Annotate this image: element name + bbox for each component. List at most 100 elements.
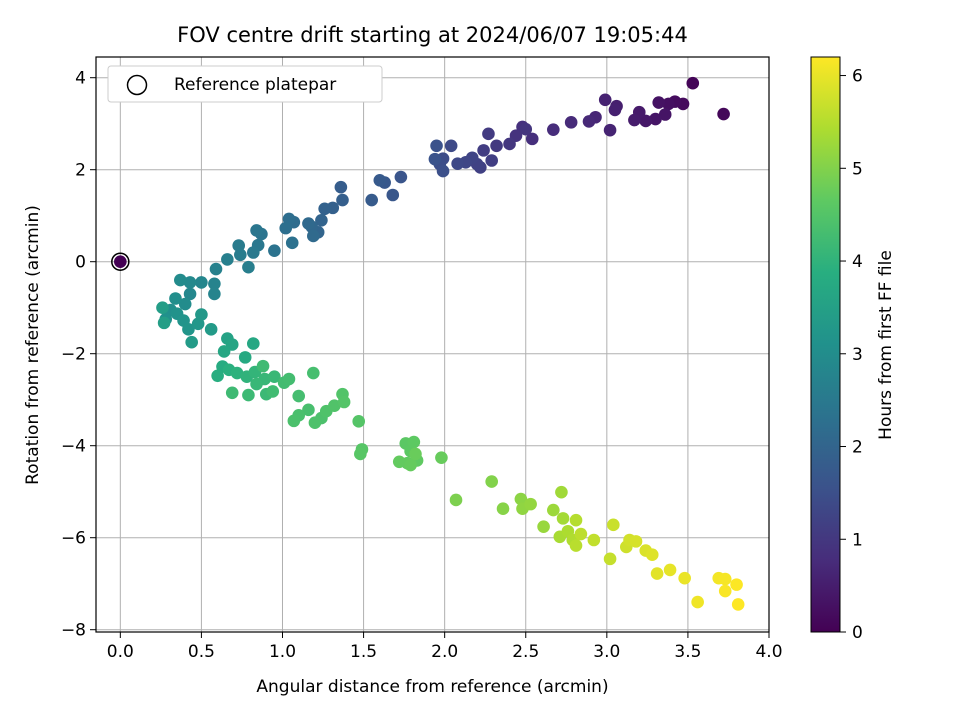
data-point xyxy=(386,188,400,202)
data-point xyxy=(195,308,208,321)
data-point xyxy=(328,399,341,412)
y-axis-ticks: −8 −6 −4 −2 0 2 4 xyxy=(61,69,96,641)
data-point xyxy=(435,451,448,464)
x-axis-label: Angular distance from reference (arcmin) xyxy=(256,677,608,697)
data-point xyxy=(503,137,516,151)
y-tick-label: −4 xyxy=(61,437,86,457)
data-point xyxy=(598,93,612,107)
data-point xyxy=(174,273,187,287)
data-point xyxy=(247,337,260,350)
data-point xyxy=(496,502,510,516)
legend: Reference platepar xyxy=(107,65,383,103)
data-point xyxy=(650,567,664,580)
legend-marker-icon xyxy=(126,74,148,96)
data-point xyxy=(556,512,570,525)
colorbar: 0 1 2 3 4 5 6 Hours from first FF file xyxy=(810,56,896,643)
x-tick-label: 2.0 xyxy=(431,642,458,662)
data-point xyxy=(204,323,218,336)
data-point xyxy=(731,598,745,611)
data-point xyxy=(718,572,732,586)
data-point xyxy=(645,548,659,562)
x-tick-label: 1.5 xyxy=(350,642,377,662)
data-point xyxy=(652,96,666,109)
data-point xyxy=(718,584,732,598)
data-point xyxy=(628,113,641,127)
data-point xyxy=(485,154,498,167)
data-point xyxy=(485,475,498,488)
data-point xyxy=(282,372,296,386)
data-point xyxy=(663,563,677,577)
data-point xyxy=(428,152,442,166)
data-point xyxy=(662,97,675,111)
data-point xyxy=(525,132,539,146)
y-tick-label: 2 xyxy=(75,161,86,181)
data-point xyxy=(337,395,351,409)
data-point xyxy=(242,388,255,402)
colorbar-label: Hours from first FF file xyxy=(876,250,896,440)
data-point xyxy=(569,539,583,552)
data-point xyxy=(691,595,704,609)
data-point xyxy=(169,292,182,305)
data-point xyxy=(336,193,349,207)
x-tick-label: 1.0 xyxy=(269,642,296,662)
data-point xyxy=(639,114,653,128)
data-point xyxy=(629,535,643,548)
data-point xyxy=(242,260,255,274)
y-tick-label: −6 xyxy=(61,529,86,549)
colorbar-tick-label: 2 xyxy=(852,438,863,458)
data-point xyxy=(225,386,239,400)
data-point xyxy=(266,385,280,398)
data-point xyxy=(157,316,171,330)
colorbar-tick-label: 6 xyxy=(852,67,863,87)
colorbar-tick-label: 4 xyxy=(852,252,863,272)
reference-point-marker xyxy=(111,252,130,271)
y-tick-label: −2 xyxy=(61,345,86,365)
y-tick-label: 0 xyxy=(75,253,86,273)
data-point xyxy=(603,552,617,566)
data-point xyxy=(238,351,252,364)
data-point xyxy=(678,571,691,585)
data-point xyxy=(658,108,672,121)
data-point xyxy=(287,414,301,428)
data-point xyxy=(178,297,192,311)
data-point xyxy=(195,276,208,289)
data-point xyxy=(394,170,408,184)
colorbar-tick-label: 0 xyxy=(852,623,863,643)
data-point xyxy=(569,513,583,527)
x-tick-label: 2.5 xyxy=(512,642,539,662)
data-point xyxy=(318,202,331,216)
data-point xyxy=(524,497,537,511)
data-point xyxy=(686,76,700,90)
data-point xyxy=(234,248,247,262)
data-point xyxy=(208,287,221,301)
data-point xyxy=(547,123,560,136)
plot-frame xyxy=(95,56,770,633)
data-point xyxy=(555,485,568,499)
data-point xyxy=(217,345,231,358)
data-point xyxy=(477,144,490,157)
legend-entry-label: Reference platepar xyxy=(174,75,336,95)
data-point xyxy=(302,403,315,417)
y-axis-label: Rotation from reference (arcmin) xyxy=(23,205,43,485)
data-point xyxy=(256,359,270,373)
data-point xyxy=(451,157,464,171)
data-point xyxy=(409,447,422,461)
data-point xyxy=(444,139,458,153)
chart-title: FOV centre drift starting at 2024/06/07 … xyxy=(177,23,688,47)
data-point xyxy=(308,416,322,430)
data-point xyxy=(449,493,463,507)
data-point xyxy=(365,193,378,207)
x-tick-label: 3.5 xyxy=(674,642,701,662)
data-point xyxy=(519,122,533,136)
data-point xyxy=(482,127,495,141)
data-point xyxy=(185,335,198,349)
data-point xyxy=(603,123,617,137)
x-tick-label: 3.0 xyxy=(593,642,620,662)
data-point xyxy=(407,435,421,449)
data-point xyxy=(292,389,306,403)
data-point xyxy=(649,112,662,126)
data-point xyxy=(574,527,588,541)
data-point xyxy=(182,323,195,336)
x-tick-label: 0.5 xyxy=(188,642,215,662)
